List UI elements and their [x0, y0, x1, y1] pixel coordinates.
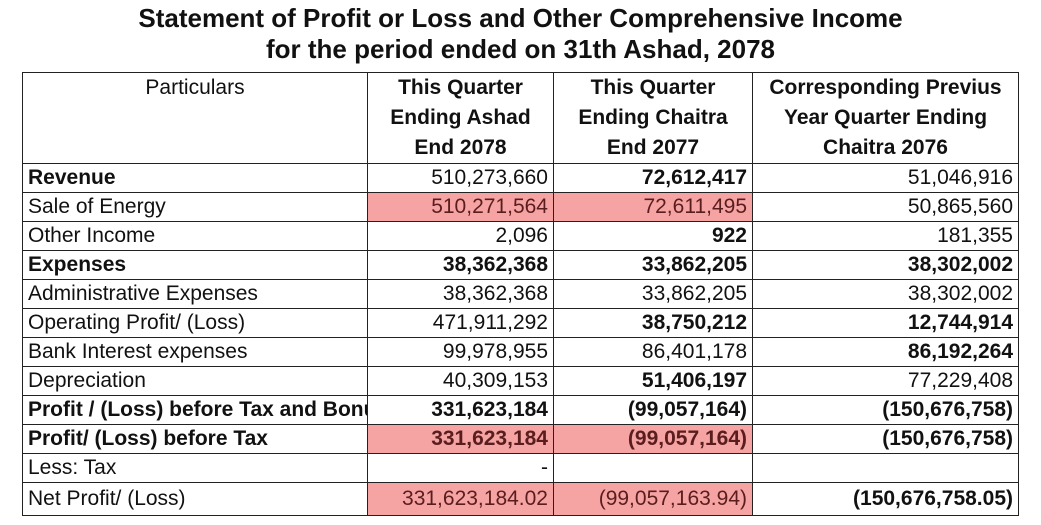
cell-value: - — [367, 453, 554, 483]
cell-value: (150,676,758) — [752, 424, 1019, 454]
cell-value — [553, 453, 753, 483]
cell-value: 86,401,178 — [553, 337, 753, 367]
cell-value: 331,623,184 — [367, 395, 554, 425]
table-row: Administrative Expenses 38,362,368 33,862,… — [22, 279, 1019, 309]
cell-value: 51,406,197 — [553, 366, 753, 396]
row-label: Bank Interest expenses — [22, 337, 368, 367]
table-row: Profit/ (Loss) before Tax 331,623,184 (99,… — [22, 424, 1019, 454]
cell-value: 331,623,184.02 — [367, 482, 554, 516]
cell-value: 38,302,002 — [752, 279, 1019, 309]
col-header-particulars: Particulars — [22, 72, 368, 164]
header-row: Particulars This Quarter Ending Ashad En… — [22, 72, 1019, 164]
col-header-chaitra-2077: This Quarter Ending Chaitra End 2077 — [553, 72, 753, 164]
cell-value: 50,865,560 — [752, 192, 1019, 222]
cell-value: 510,273,660 — [367, 163, 554, 193]
cell-value: 38,750,212 — [553, 308, 753, 338]
row-label: Sale of Energy — [22, 192, 368, 222]
cell-value: 77,229,408 — [752, 366, 1019, 396]
cell-value: 12,744,914 — [752, 308, 1019, 338]
cell-value: 72,611,495 — [553, 192, 753, 222]
row-label: Profit / (Loss) before Tax and Bonus — [22, 395, 368, 425]
cell-value: 33,862,205 — [553, 279, 753, 309]
cell-value: (99,057,164) — [553, 395, 753, 425]
table-row: Net Profit/ (Loss) 331,623,184.02 (99,057,… — [22, 482, 1019, 516]
col-header-chaitra-2076: Corresponding Previus Year Quarter Endin… — [752, 72, 1019, 164]
cell-value: (150,676,758) — [752, 395, 1019, 425]
row-label: Operating Profit/ (Loss) — [22, 308, 368, 338]
row-label: Less: Tax — [22, 453, 368, 483]
row-label: Net Profit/ (Loss) — [22, 482, 368, 516]
cell-value: 40,309,153 — [367, 366, 554, 396]
statement-title: Statement of Profit or Loss and Other Co… — [138, 3, 903, 33]
row-label: Other Income — [22, 221, 368, 251]
cell-value: 471,911,292 — [367, 308, 554, 338]
income-statement-table: Particulars This Quarter Ending Ashad En… — [22, 72, 1019, 516]
table-row: Expenses 38,362,368 33,862,205 38,302,002 — [22, 250, 1019, 280]
table-row: Other Income 2,096 922 181,355 — [22, 221, 1019, 251]
cell-value: 922 — [553, 221, 753, 251]
statement-subtitle: for the period ended on 31th Ashad, 2078 — [265, 34, 776, 64]
table-row: Revenue 510,273,660 72,612,417 51,046,916 — [22, 163, 1019, 193]
cell-value — [752, 453, 1019, 483]
table-row: Bank Interest expenses 99,978,955 86,401,1… — [22, 337, 1019, 367]
cell-value: 38,362,368 — [367, 250, 554, 280]
table-row: Less: Tax - — [22, 453, 1019, 483]
cell-value: 181,355 — [752, 221, 1019, 251]
cell-value: 33,862,205 — [553, 250, 753, 280]
cell-value: 51,046,916 — [752, 163, 1019, 193]
cell-value: 38,302,002 — [752, 250, 1019, 280]
cell-value: 2,096 — [367, 221, 554, 251]
table-row: Depreciation 40,309,153 51,406,197 77,229,4… — [22, 366, 1019, 396]
cell-value: (150,676,758.05) — [752, 482, 1019, 516]
row-label: Revenue — [22, 163, 368, 193]
table-row: Profit / (Loss) before Tax and Bonus 331,… — [22, 395, 1019, 425]
cell-value: 331,623,184 — [367, 424, 554, 454]
row-label: Profit/ (Loss) before Tax — [22, 424, 368, 454]
cell-value: (99,057,163.94) — [553, 482, 753, 516]
cell-value: 510,271,564 — [367, 192, 554, 222]
cell-value: 38,362,368 — [367, 279, 554, 309]
cell-value: 99,978,955 — [367, 337, 554, 367]
table-row: Operating Profit/ (Loss) 471,911,292 38,75… — [22, 308, 1019, 338]
row-label: Expenses — [22, 250, 368, 280]
row-label: Administrative Expenses — [22, 279, 368, 309]
cell-value: 72,612,417 — [553, 163, 753, 193]
table-row: Sale of Energy 510,271,564 72,611,495 50,86… — [22, 192, 1019, 222]
cell-value: (99,057,164) — [553, 424, 753, 454]
row-label: Depreciation — [22, 366, 368, 396]
col-header-ashad-2078: This Quarter Ending Ashad End 2078 — [367, 72, 554, 164]
cell-value: 86,192,264 — [752, 337, 1019, 367]
